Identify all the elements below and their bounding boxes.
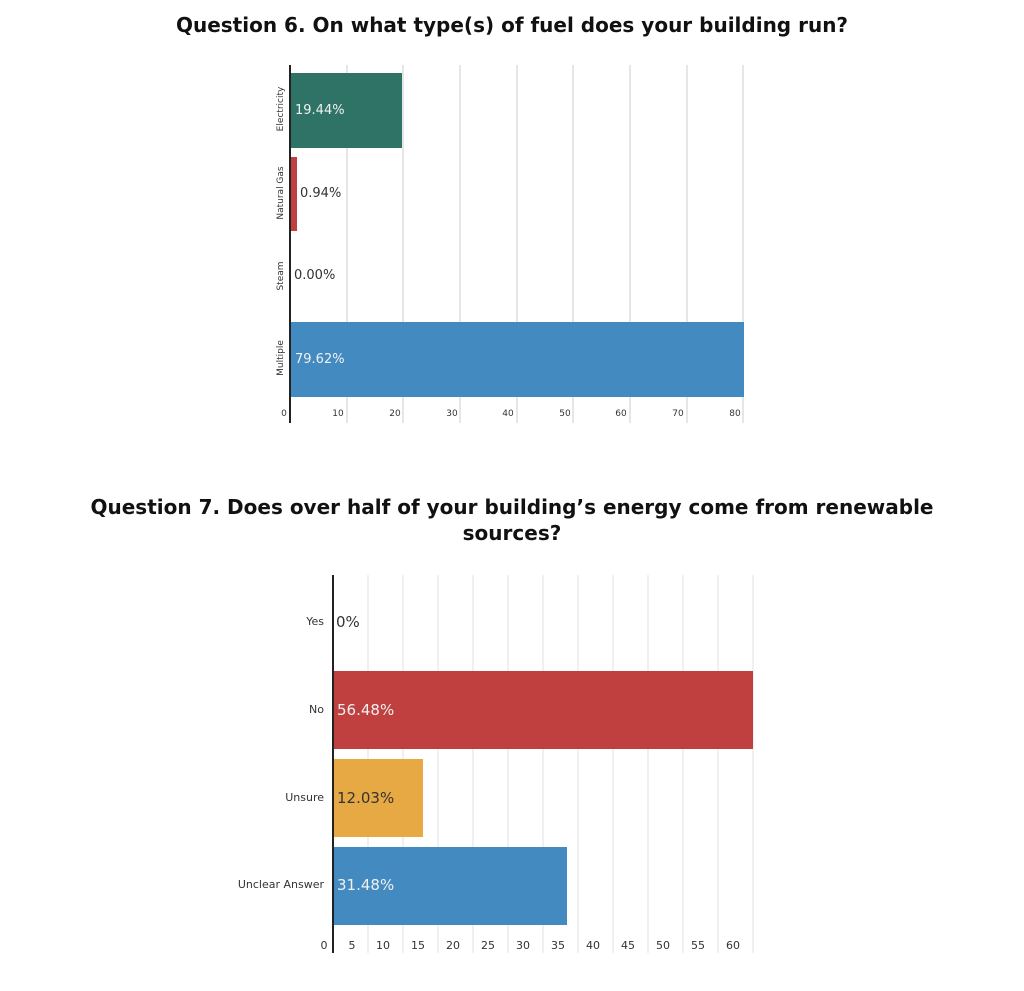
x-tick: 70 — [672, 409, 684, 419]
gridline — [577, 575, 579, 953]
x-tick: 15 — [411, 939, 425, 952]
x-tick: 5 — [348, 939, 356, 952]
gridline — [629, 65, 631, 423]
y-axis — [332, 575, 334, 953]
x-tick: 10 — [376, 939, 390, 952]
gridline — [752, 575, 754, 953]
q7-title-line1: Question 7. Does over half of your build… — [90, 495, 934, 519]
gridline — [437, 575, 439, 953]
value-label-electricity: 19.44% — [295, 103, 345, 118]
q6-title: Question 6. On what type(s) of fuel does… — [175, 13, 849, 37]
x-tick: 20 — [389, 409, 401, 419]
y-axis — [289, 65, 291, 423]
gridline — [516, 65, 518, 423]
x-tick: 30 — [446, 409, 458, 419]
value-label-yes: 0% — [336, 613, 360, 631]
gridline — [612, 575, 614, 953]
value-label-unsure: 12.03% — [337, 789, 395, 807]
gridline — [717, 575, 719, 953]
x-tick: 10 — [332, 409, 344, 419]
x-tick: 40 — [586, 939, 600, 952]
category-label-unclear-answer: Unclear Answer — [237, 878, 324, 891]
x-tick: 20 — [446, 939, 460, 952]
q6-chart: 19.44% 0.94% 0.00% 79.62% Electricity Na… — [0, 0, 1024, 440]
x-tick: 35 — [551, 939, 565, 952]
gridline — [507, 575, 509, 953]
value-label-unclear-answer: 31.48% — [337, 876, 395, 894]
q7-title-line2: sources? — [462, 521, 562, 545]
gridline — [572, 65, 574, 423]
value-label-multiple: 79.62% — [295, 352, 345, 367]
x-tick: 45 — [621, 939, 635, 952]
gridline — [542, 575, 544, 953]
x-tick: 55 — [691, 939, 705, 952]
category-label-no: No — [309, 703, 324, 716]
x-tick: 25 — [481, 939, 495, 952]
bar-natural-gas — [291, 157, 297, 231]
x-tick: 0 — [281, 409, 287, 419]
value-label-natural-gas: 0.94% — [300, 186, 342, 201]
category-label-unsure: Unsure — [285, 791, 324, 804]
q7-title: Question 7. Does over half of your build… — [0, 494, 1024, 546]
value-label-no: 56.48% — [337, 701, 395, 719]
gridline — [682, 575, 684, 953]
gridline — [346, 65, 348, 423]
bar-multiple — [291, 322, 744, 397]
x-tick: 30 — [516, 939, 530, 952]
gridline — [459, 65, 461, 423]
x-tick: 40 — [502, 409, 514, 419]
gridline — [472, 575, 474, 953]
x-tick: 60 — [726, 939, 740, 952]
gridline — [647, 575, 649, 953]
gridline — [742, 65, 744, 423]
bar-unclear-answer — [334, 847, 567, 925]
bar-electricity — [291, 73, 402, 148]
x-tick: 0 — [320, 939, 328, 952]
x-tick: 50 — [559, 409, 571, 419]
gridline — [402, 65, 404, 423]
bar-no — [334, 671, 753, 749]
bar-unsure — [334, 759, 423, 837]
x-tick: 80 — [729, 409, 741, 419]
x-tick: 60 — [615, 409, 627, 419]
gridline — [686, 65, 688, 423]
x-tick: 50 — [656, 939, 670, 952]
category-label-yes: Yes — [306, 615, 324, 628]
value-label-steam: 0.00% — [294, 268, 336, 283]
